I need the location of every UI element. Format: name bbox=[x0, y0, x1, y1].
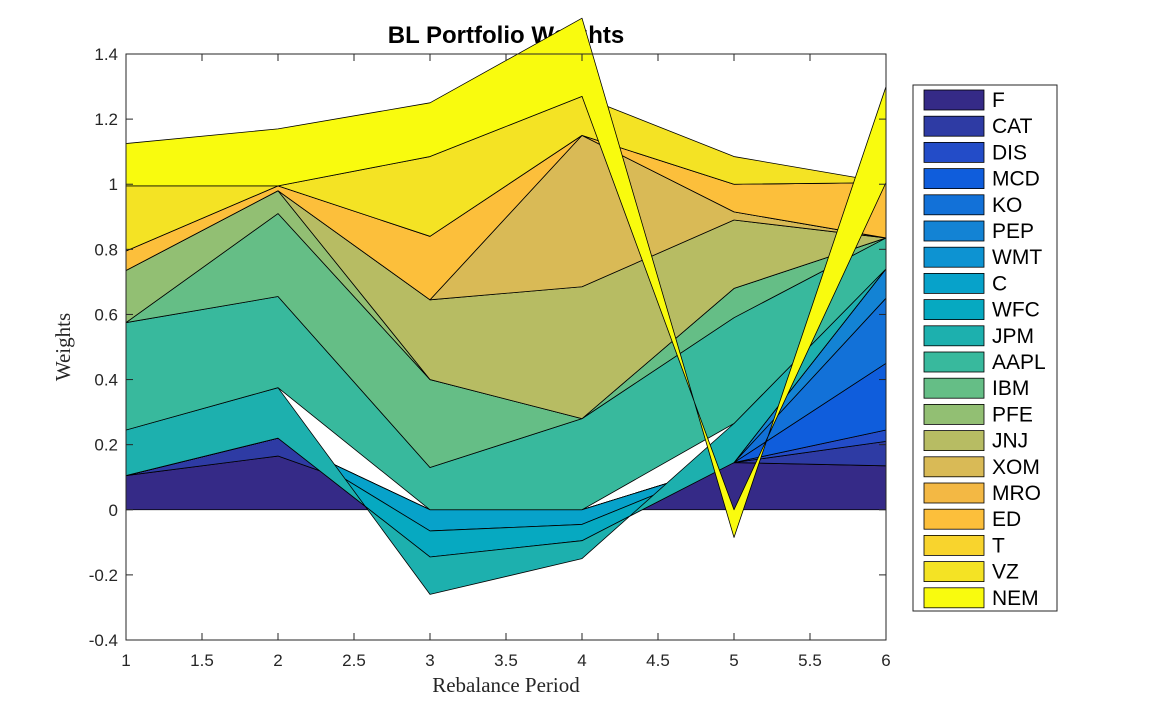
x-tick-label: 4.5 bbox=[646, 651, 670, 670]
legend-label-dis: DIS bbox=[992, 141, 1027, 164]
legend-label-nem: NEM bbox=[992, 587, 1039, 610]
x-tick-label: 5 bbox=[729, 651, 738, 670]
legend-label-ko: KO bbox=[992, 194, 1022, 217]
y-tick-label: -0.2 bbox=[89, 566, 118, 585]
x-tick-label: 6 bbox=[881, 651, 890, 670]
x-tick-label: 1.5 bbox=[190, 651, 214, 670]
legend-items: F CAT DIS MCD KO PEP WMT C WFC JPM AAPL IBM PFE JNJ XO… bbox=[923, 89, 1046, 610]
legend-swatch-nem bbox=[923, 587, 985, 609]
x-axis: 1 1.5 2 2.5 3 3.5 4 4.5 5 5.5 6 bbox=[121, 54, 891, 670]
y-axis-label: Weights bbox=[51, 313, 75, 381]
legend-swatch-mro bbox=[923, 482, 985, 504]
legend-swatch-aapl bbox=[923, 351, 985, 373]
legend-label-jnj: JNJ bbox=[992, 430, 1028, 453]
area-layers bbox=[125, 17, 887, 595]
legend-box bbox=[912, 84, 1058, 612]
legend-swatch-jpm bbox=[923, 325, 985, 347]
y-tick-label: 0.4 bbox=[94, 371, 118, 390]
legend-swatch-vz bbox=[923, 561, 985, 582]
legend-swatch-pep bbox=[923, 220, 985, 242]
legend-swatch-t bbox=[923, 535, 985, 556]
x-tick-label: 3 bbox=[425, 651, 434, 670]
legend-swatch-pfe bbox=[923, 403, 985, 425]
legend-swatch-f bbox=[923, 89, 985, 111]
legend-label-pep: PEP bbox=[992, 220, 1034, 243]
y-tick-label: 0.2 bbox=[94, 436, 118, 455]
legend-label-mcd: MCD bbox=[992, 168, 1040, 191]
legend-label-ed: ED bbox=[992, 508, 1021, 531]
legend-swatch-ed bbox=[923, 508, 985, 530]
legend-label-t: T bbox=[992, 534, 1005, 557]
legend-label-vz: VZ bbox=[992, 561, 1019, 584]
legend-label-mro: MRO bbox=[992, 482, 1041, 505]
x-tick-label: 3.5 bbox=[494, 651, 518, 670]
y-tick-label: 1.4 bbox=[94, 45, 118, 64]
legend-label-f: F bbox=[992, 89, 1005, 112]
x-tick-label: 2 bbox=[273, 651, 282, 670]
legend-swatch-cat bbox=[923, 115, 985, 137]
legend-label-ibm: IBM bbox=[992, 377, 1029, 400]
legend-label-pfe: PFE bbox=[992, 403, 1033, 426]
x-tick-label: 5.5 bbox=[798, 651, 822, 670]
legend-swatch-ibm bbox=[923, 377, 985, 399]
area-jpm bbox=[125, 268, 887, 595]
x-tick-label: 1 bbox=[121, 651, 130, 670]
y-tick-label: 0.8 bbox=[94, 240, 118, 259]
x-axis-label: Rebalance Period bbox=[432, 673, 580, 697]
x-tick-label: 4 bbox=[577, 651, 586, 670]
legend-label-wfc: WFC bbox=[992, 299, 1040, 322]
legend-swatch-wmt bbox=[923, 246, 985, 268]
y-tick-label: 0 bbox=[109, 501, 118, 520]
legend-label-jpm: JPM bbox=[992, 325, 1034, 348]
legend-swatch-jnj bbox=[923, 430, 985, 452]
x-tick-label: 2.5 bbox=[342, 651, 366, 670]
legend-swatch-dis bbox=[923, 141, 985, 163]
y-tick-label: 1.2 bbox=[94, 110, 118, 129]
legend-swatch-wfc bbox=[923, 299, 985, 321]
legend-swatch-xom bbox=[923, 456, 985, 478]
y-tick-label: -0.4 bbox=[89, 631, 118, 650]
legend-swatch-c bbox=[923, 272, 985, 294]
y-axis: -0.4 -0.2 0 0.2 0.4 0.6 0.8 1 1.2 1.4 bbox=[89, 45, 886, 650]
legend-label-c: C bbox=[992, 272, 1007, 295]
legend-label-cat: CAT bbox=[992, 115, 1033, 138]
y-tick-label: 1 bbox=[109, 175, 118, 194]
legend-label-aapl: AAPL bbox=[992, 351, 1046, 374]
legend: F CAT DIS MCD KO PEP WMT C WFC JPM AAPL IBM PFE JNJ XO… bbox=[912, 84, 1058, 612]
legend-swatch-ko bbox=[923, 194, 985, 216]
legend-label-wmt: WMT bbox=[992, 246, 1042, 269]
legend-label-xom: XOM bbox=[992, 456, 1040, 479]
y-tick-label: 0.6 bbox=[94, 305, 118, 324]
legend-swatch-mcd bbox=[923, 168, 985, 190]
